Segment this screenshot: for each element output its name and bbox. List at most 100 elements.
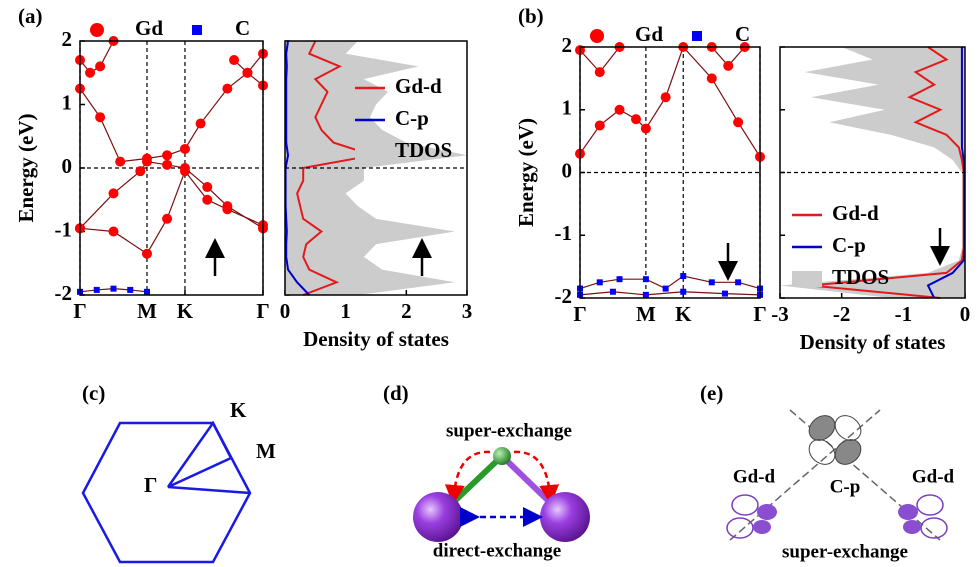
band-marker xyxy=(641,124,651,134)
legend-label: Gd xyxy=(135,16,163,40)
label: super-exchange xyxy=(782,541,908,562)
x-tick-label: Γ xyxy=(256,299,269,323)
k-point: K xyxy=(230,398,247,422)
band-marker xyxy=(180,163,190,173)
band-marker xyxy=(202,182,212,192)
y-tick-label: 2 xyxy=(562,33,573,57)
d-lobe xyxy=(917,495,943,515)
y-tick-label: 0 xyxy=(562,158,573,182)
legend-marker xyxy=(90,23,104,37)
legend-label: TDOS xyxy=(395,138,452,162)
band-marker xyxy=(95,112,105,122)
legend-label: C-p xyxy=(395,106,429,130)
y-axis-label: Energy (eV) xyxy=(514,118,538,227)
band-marker xyxy=(643,276,649,282)
band-marker xyxy=(610,289,616,295)
band-marker xyxy=(94,287,100,293)
band-marker xyxy=(707,73,717,83)
legend-label: C xyxy=(735,22,750,46)
band-marker xyxy=(643,292,649,298)
band-marker xyxy=(595,120,605,130)
band-marker xyxy=(202,195,212,205)
gd-atom xyxy=(413,492,463,542)
d-lobe xyxy=(921,518,947,538)
x-tick-label: 0 xyxy=(280,299,291,323)
band-marker xyxy=(229,55,239,65)
band-marker xyxy=(615,105,625,115)
band-marker xyxy=(597,279,603,285)
legend-marker xyxy=(590,29,604,43)
p-lobe xyxy=(804,435,840,470)
label: direct-exchange xyxy=(433,540,561,561)
panel-label: (d) xyxy=(383,381,409,405)
band-marker xyxy=(108,188,118,198)
band-marker xyxy=(162,160,172,170)
d-lobe xyxy=(727,518,753,538)
label: C-p xyxy=(830,476,861,497)
k-point: M xyxy=(256,439,276,463)
band-marker xyxy=(733,117,743,127)
d-lobe xyxy=(903,520,921,534)
band-marker xyxy=(663,286,669,292)
band-line xyxy=(80,73,263,162)
band-marker xyxy=(222,84,232,94)
legend-marker xyxy=(355,144,385,160)
band-marker xyxy=(180,144,190,154)
panel-label: (e) xyxy=(700,381,723,405)
band-marker xyxy=(709,279,715,285)
legend-label: TDOS xyxy=(832,265,889,289)
band-marker xyxy=(142,153,152,163)
x-tick-label: Γ xyxy=(73,299,86,323)
x-tick-label: 1 xyxy=(340,299,351,323)
d-lobe xyxy=(898,504,918,520)
band-marker xyxy=(196,119,206,129)
x-tick-label: M xyxy=(137,299,157,323)
x-tick-label: 2 xyxy=(401,299,412,323)
band-marker xyxy=(735,279,741,285)
legend-label: Gd-d xyxy=(832,201,879,225)
band-marker xyxy=(142,249,152,259)
d-lobe xyxy=(757,504,777,520)
band-line xyxy=(580,292,760,295)
y-tick-label: 1 xyxy=(562,96,573,120)
legend-marker xyxy=(692,31,702,41)
band-marker xyxy=(162,214,172,224)
label: Gd-d xyxy=(733,466,776,487)
exchange-schematic: (d) super-exchange direct-exchange xyxy=(383,381,590,562)
band-marker xyxy=(222,201,232,211)
legend-label: Gd xyxy=(635,22,663,46)
y-tick-label: 1 xyxy=(62,90,73,114)
panel-label: (b) xyxy=(518,4,544,28)
y-tick-label: -2 xyxy=(555,284,573,308)
irreducible-path xyxy=(168,423,250,493)
band-line xyxy=(580,276,760,289)
band-marker xyxy=(115,157,125,167)
c-atom xyxy=(493,447,511,465)
x-tick-label: K xyxy=(177,299,194,323)
band-marker xyxy=(680,273,686,279)
legend-marker xyxy=(192,25,202,35)
y-tick-label: 0 xyxy=(62,154,73,178)
band-line xyxy=(80,171,263,254)
x-axis-label: Density of states xyxy=(303,327,449,351)
x-tick-label: 3 xyxy=(462,299,473,323)
x-tick-label: 0 xyxy=(960,302,971,326)
panel-label: (a) xyxy=(18,4,43,28)
band-marker xyxy=(110,286,116,292)
y-tick-label: -1 xyxy=(55,217,73,241)
k-point: Γ xyxy=(144,473,157,497)
legend-label: C-p xyxy=(832,233,866,257)
band-marker xyxy=(617,276,623,282)
figure: ΓMKΓ-2-1012GdC(a)Energy (eV)0123Gd-dC-pT… xyxy=(0,0,980,567)
legend-label: Gd-d xyxy=(395,74,442,98)
x-tick-label: -1 xyxy=(895,302,913,326)
x-tick-label: -2 xyxy=(833,302,851,326)
band-marker xyxy=(631,114,641,124)
p-lobe xyxy=(830,411,866,446)
band-marker xyxy=(108,227,118,237)
band-marker xyxy=(135,166,145,176)
panel-label: (c) xyxy=(82,381,105,405)
band-marker xyxy=(127,287,133,293)
label: super-exchange xyxy=(446,420,572,441)
